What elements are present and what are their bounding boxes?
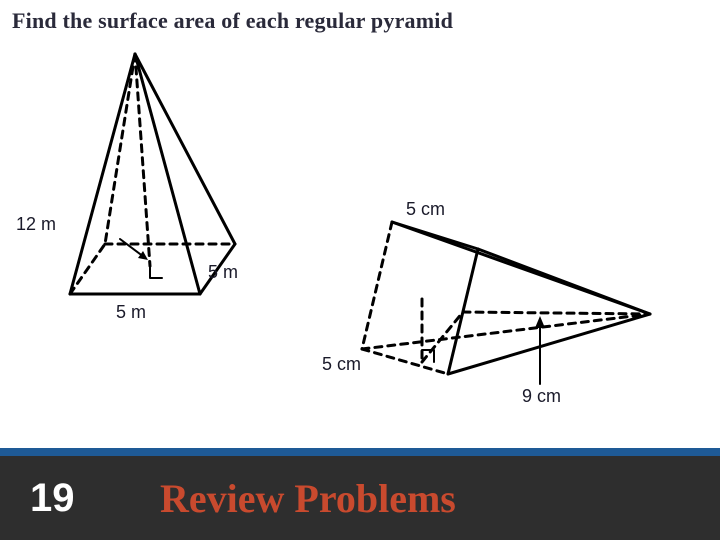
diagram-area: 12 m 5 m 5 m	[0, 34, 720, 434]
label-base-5cm-left: 5 cm	[322, 354, 361, 375]
label-base-5m-right: 5 m	[208, 262, 238, 283]
accent-divider	[0, 448, 720, 456]
slide-footer: 19 Review Problems	[0, 456, 720, 540]
label-slant-9cm: 9 cm	[522, 386, 561, 407]
pyramid-right: 5 cm 5 cm 9 cm	[340, 184, 680, 449]
slide-number: 19	[0, 476, 140, 521]
problem-title: Find the surface area of each regular py…	[0, 0, 720, 34]
pyramid-right-svg	[340, 184, 680, 444]
label-base-5m-bottom: 5 m	[116, 302, 146, 323]
pyramid-left-svg	[20, 44, 280, 344]
label-base-5cm-top: 5 cm	[406, 199, 445, 220]
label-slant-12m: 12 m	[16, 214, 56, 235]
pyramid-left: 12 m 5 m 5 m	[20, 44, 280, 349]
footer-title: Review Problems	[140, 475, 456, 522]
